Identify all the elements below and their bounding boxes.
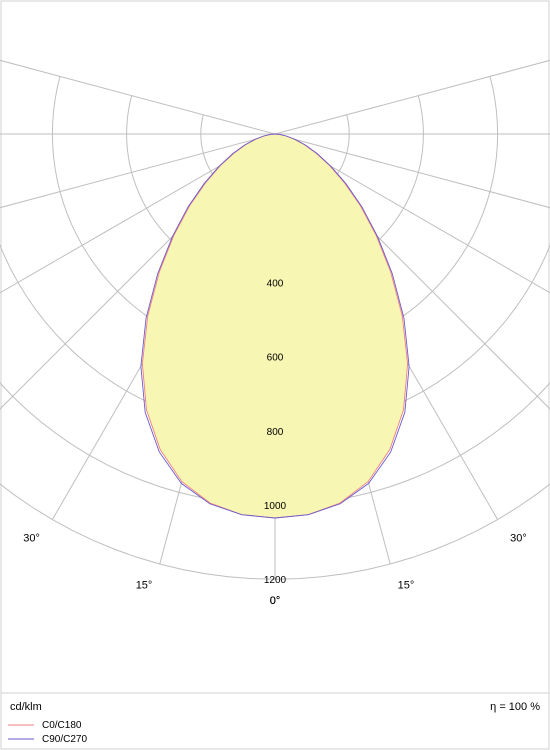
angle-label: 15° [136,579,153,591]
angle-label: 15° [398,579,415,591]
polar-chart-container: 400600800100012000°0°15°15°30°30°45°45°6… [0,0,550,750]
legend-label: C90/C270 [42,734,87,745]
legend-label: C0/C180 [42,720,82,731]
angle-label: 0° [270,595,281,607]
radial-tick-label: 1200 [264,575,287,586]
angle-label: 30° [23,533,40,545]
radial-tick-label: 600 [267,353,284,364]
footer-left-label: cd/klm [10,701,42,713]
footer-right-label: η = 100 % [490,701,540,713]
radial-tick-label: 400 [267,278,284,289]
angle-label: 30° [510,533,527,545]
radial-tick-label: 800 [267,427,284,438]
radial-tick-label: 1000 [264,501,287,512]
polar-chart-svg: 400600800100012000°0°15°15°30°30°45°45°6… [0,0,550,750]
